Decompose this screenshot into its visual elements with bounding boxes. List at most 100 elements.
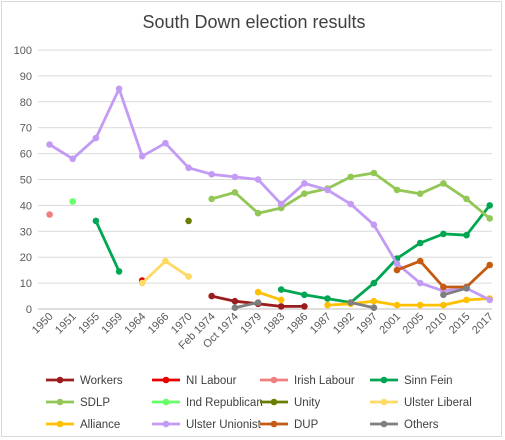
data-point [231, 173, 239, 181]
series-line [256, 290, 283, 302]
data-point [370, 221, 378, 229]
x-tick-label: 2005 [401, 311, 427, 337]
legend-item-sinn-fein: Sinn Fein [370, 375, 453, 387]
data-point [370, 279, 378, 287]
data-point [254, 288, 262, 296]
legend-label: Ulster Unionist [186, 419, 262, 431]
data-point [162, 139, 169, 147]
x-tick-label: 1979 [238, 311, 264, 337]
data-point [254, 176, 262, 183]
x-tick-label: 1997 [354, 311, 380, 337]
legend-label: Others [404, 419, 439, 431]
legend-swatch-marker [162, 376, 170, 384]
series-lines [46, 85, 494, 312]
data-point [185, 164, 192, 172]
y-tick-label: 100 [14, 45, 32, 57]
data-point [231, 189, 239, 196]
legend-item-others: Others [370, 419, 439, 431]
data-point [254, 209, 262, 217]
legend-label: Unity [294, 397, 320, 409]
series-unity [185, 217, 192, 225]
legend-item-sdlp: SDLP [46, 397, 110, 409]
legend: Workers NI Labour Irish Labour Sinn Fein SDL… [46, 375, 472, 431]
legend-swatch-marker [380, 376, 388, 384]
x-tick-label: 1983 [262, 311, 288, 337]
data-point [370, 297, 378, 305]
data-point [416, 190, 424, 197]
legend-swatch-marker [56, 420, 64, 428]
data-point [416, 301, 424, 309]
data-point [277, 303, 285, 310]
gridlines [38, 49, 492, 310]
y-tick-label: 30 [20, 226, 32, 238]
x-tick-label: 1966 [146, 311, 172, 337]
data-point [486, 215, 494, 222]
legend-item-ulster-unionist: Ulster Unionist [152, 419, 262, 431]
data-point [277, 200, 285, 208]
series-line [48, 87, 492, 302]
legend-swatch-marker [56, 398, 64, 406]
y-tick-label: 80 [20, 97, 32, 109]
legend-swatch-marker [56, 376, 64, 384]
x-tick-label: 1987 [308, 311, 334, 337]
data-point [416, 279, 424, 287]
data-point [162, 257, 169, 265]
x-tick-label: 2001 [377, 311, 403, 337]
series-line [441, 286, 468, 297]
data-point [254, 299, 262, 306]
data-point [347, 200, 355, 208]
data-point [138, 279, 146, 287]
data-point [393, 301, 401, 309]
y-tick-label: 90 [20, 71, 32, 83]
data-point [301, 303, 308, 310]
data-point [46, 141, 53, 148]
series-ind-republican [69, 198, 76, 205]
legend-label: Sinn Fein [404, 375, 453, 387]
legend-label: Ulster Liberal [404, 397, 472, 409]
series-others [231, 285, 470, 312]
data-point [185, 217, 192, 225]
y-tick-label: 20 [20, 252, 32, 264]
data-point [463, 285, 470, 292]
data-point [138, 152, 146, 160]
data-point [92, 134, 100, 142]
y-tick-label: 60 [20, 149, 32, 161]
series-line [94, 219, 121, 273]
data-point [370, 304, 378, 312]
series-ulster-unionist [46, 85, 494, 304]
data-point [115, 85, 123, 93]
data-point [440, 301, 447, 309]
x-tick-label: 1986 [285, 311, 311, 337]
y-tick-label: 50 [20, 175, 32, 187]
legend-swatch-marker [380, 398, 388, 406]
data-point [486, 261, 494, 269]
series-ulster-liberal [138, 257, 192, 287]
data-point [486, 296, 494, 304]
data-point [69, 155, 76, 163]
data-point [393, 260, 401, 268]
data-point [440, 230, 447, 238]
data-point [324, 186, 331, 194]
legend-item-ulster-liberal: Ulster Liberal [370, 397, 472, 409]
legend-swatch-marker [380, 420, 388, 428]
legend-swatch-marker [162, 398, 170, 406]
data-point [463, 195, 470, 203]
data-point [301, 190, 308, 197]
data-point [231, 297, 239, 305]
data-point [301, 180, 308, 187]
legend-item-irish-labour: Irish Labour [260, 375, 355, 387]
series-sinn-fein [92, 202, 494, 306]
legend-item-alliance: Alliance [46, 419, 120, 431]
data-point [324, 301, 331, 309]
series-line [279, 203, 492, 304]
data-point [277, 296, 285, 304]
data-point [486, 202, 494, 209]
data-point [393, 186, 401, 194]
chart-title: South Down election results [142, 12, 365, 32]
legend-swatch-marker [270, 420, 278, 428]
data-point [324, 295, 331, 302]
data-point [92, 217, 100, 225]
legend-label: Workers [80, 375, 123, 387]
x-tick-label: 1951 [53, 311, 79, 337]
